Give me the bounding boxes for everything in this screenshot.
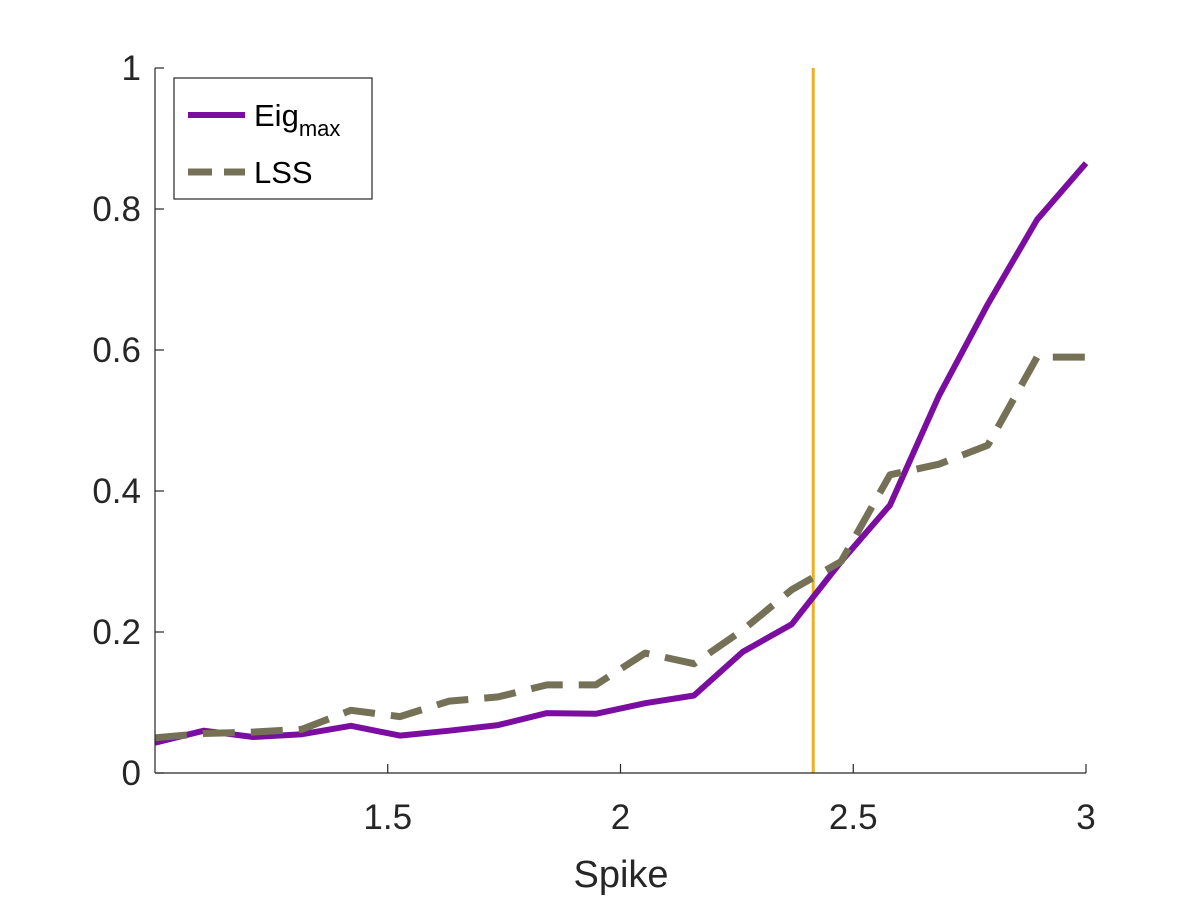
x-tick-label: 1.5 [363, 798, 412, 837]
y-tick-label: 0 [122, 754, 141, 793]
x-tick-label: 2 [611, 798, 630, 837]
legend-label-lss: LSS [254, 155, 313, 190]
y-tick-label: 0.8 [92, 190, 141, 229]
y-tick-label: 1 [122, 49, 141, 88]
x-axis-label: Spike [573, 854, 668, 896]
y-tick-label: 0.2 [92, 613, 141, 652]
x-tick-label: 2.5 [829, 798, 878, 837]
x-tick-label: 3 [1076, 798, 1095, 837]
legend-box [173, 77, 373, 200]
series-line-eig [154, 161, 1089, 746]
series-line-lss [154, 353, 1086, 742]
series-layer [154, 68, 1089, 773]
legend-label-subscript: max [299, 116, 341, 141]
axes-layer: 1.5 2 2.5 3 0 0.2 0.4 0.6 0.8 1 [92, 49, 1095, 837]
y-tick-label: 0.6 [92, 331, 141, 370]
y-tick-label: 0.4 [92, 472, 141, 511]
